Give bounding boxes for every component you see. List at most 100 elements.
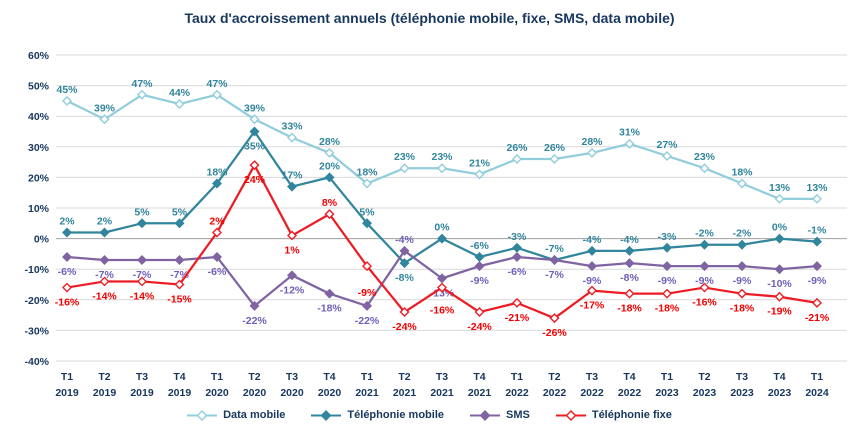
y-tick-label: 50% — [28, 81, 50, 93]
x-tick-year: 2019 — [93, 387, 117, 399]
data-label: -12% — [280, 284, 305, 296]
x-tick-year: 2023 — [655, 387, 679, 399]
data-point-marker — [512, 154, 522, 165]
x-tick-quarter: T2 — [548, 371, 560, 383]
data-point-marker — [62, 227, 72, 238]
data-label: 23% — [394, 151, 416, 163]
data-label: -15% — [167, 294, 192, 306]
x-tick-quarter: T3 — [286, 371, 298, 383]
data-label: -3% — [508, 231, 527, 243]
x-tick-year: 2019 — [168, 387, 192, 399]
data-point-marker — [774, 233, 785, 244]
data-point-marker — [699, 282, 710, 293]
data-label: 39% — [94, 102, 116, 114]
x-tick-year: 2019 — [130, 387, 154, 399]
data-label: 26% — [544, 142, 566, 154]
data-point-marker — [624, 258, 635, 269]
data-label: -10% — [767, 278, 792, 290]
data-point-marker — [249, 160, 260, 171]
data-label: 13% — [806, 182, 828, 194]
legend: Data mobile Téléphonie mobile SMS Téléphoni… — [0, 409, 859, 421]
data-label: -4% — [583, 234, 602, 246]
data-label: -6% — [58, 266, 77, 278]
y-tick-label: 10% — [28, 203, 50, 215]
data-point-marker — [512, 242, 522, 253]
data-label: 0% — [772, 222, 788, 234]
x-tick-quarter: T4 — [323, 371, 335, 383]
data-point-marker — [212, 178, 222, 189]
data-label: -9% — [583, 275, 602, 287]
y-tick-label: -40% — [24, 356, 49, 368]
data-label: 33% — [281, 121, 303, 133]
x-tick-year: 2023 — [693, 387, 717, 399]
data-point-marker — [437, 273, 447, 284]
data-label: -9% — [695, 275, 714, 287]
series-telephonie-fixe: -16% -14% -14% -15% 2% 24% 1% 8% -9% -24% -16% -24%… — [55, 160, 830, 339]
x-tick-year: 2020 — [243, 387, 267, 399]
data-label: 35% — [244, 141, 266, 153]
x-tick-quarter: T2 — [98, 371, 110, 383]
data-point-marker — [287, 270, 297, 281]
data-label: 2% — [97, 215, 113, 227]
data-point-marker — [624, 138, 635, 149]
data-label: -7% — [545, 243, 564, 255]
data-point-marker — [774, 193, 785, 204]
data-label: -18% — [730, 303, 755, 315]
series-telephonie-mobile: 2% 2% 5% 5% 18% 35% 17% 20% 5% -8% 0% -6% -3% -7% -4% -… — [59, 126, 827, 284]
data-label: -16% — [55, 297, 80, 309]
data-label: -1% — [808, 225, 827, 237]
data-point-marker — [212, 89, 222, 100]
data-label: -18% — [617, 303, 642, 315]
data-point-marker — [399, 307, 410, 318]
y-tick-label: 30% — [28, 142, 50, 154]
data-label: -21% — [805, 312, 830, 324]
data-point-marker — [774, 291, 785, 302]
x-tick-quarter: T4 — [173, 371, 185, 383]
x-tick-year: 2024 — [805, 387, 829, 399]
x-tick-quarter: T1 — [211, 371, 223, 383]
x-tick-year: 2021 — [468, 387, 492, 399]
data-label: 13% — [769, 182, 791, 194]
data-label: 47% — [206, 78, 228, 90]
data-label: -9% — [358, 287, 377, 299]
data-label: 18% — [356, 167, 378, 179]
data-label: -6% — [508, 266, 527, 278]
data-label: -18% — [655, 303, 680, 315]
data-label: 44% — [169, 87, 191, 99]
data-label: -8% — [620, 272, 639, 284]
data-label: -22% — [242, 315, 267, 327]
x-tick-year: 2021 — [355, 387, 379, 399]
x-tick-quarter: T2 — [698, 371, 710, 383]
x-tick-year: 2022 — [580, 387, 604, 399]
data-label: -16% — [692, 297, 717, 309]
data-point-marker — [287, 230, 297, 241]
data-label: 8% — [322, 197, 338, 209]
data-point-marker — [362, 218, 372, 229]
data-point-marker — [324, 288, 335, 299]
data-label: 39% — [244, 102, 266, 114]
data-point-marker — [212, 227, 222, 238]
x-tick-year: 2020 — [205, 387, 229, 399]
data-point-marker — [512, 297, 522, 308]
data-label: 2% — [209, 215, 225, 227]
x-tick-quarter: T3 — [736, 371, 748, 383]
data-label: -4% — [620, 234, 639, 246]
y-tick-label: 60% — [28, 50, 50, 62]
data-label: 0% — [434, 222, 450, 234]
y-tick-label: -10% — [24, 264, 49, 276]
data-point-marker — [62, 282, 72, 293]
data-point-marker — [474, 261, 485, 272]
data-point-marker — [474, 169, 485, 180]
data-label: -14% — [92, 290, 117, 302]
data-point-marker — [549, 255, 560, 266]
data-point-marker — [174, 98, 185, 109]
data-point-marker — [812, 297, 822, 308]
data-point-marker — [249, 114, 260, 125]
data-label: -14% — [130, 290, 155, 302]
data-point-marker — [362, 300, 372, 311]
data-label: -8% — [395, 272, 414, 284]
data-point-marker — [399, 245, 410, 256]
data-point-marker — [99, 255, 110, 266]
legend-marker-icon — [470, 409, 500, 421]
chart-svg: 60% 50% 40% 30% 20% 10% 0% -10% -20% -30% -40% T1 20… — [24, 50, 847, 399]
